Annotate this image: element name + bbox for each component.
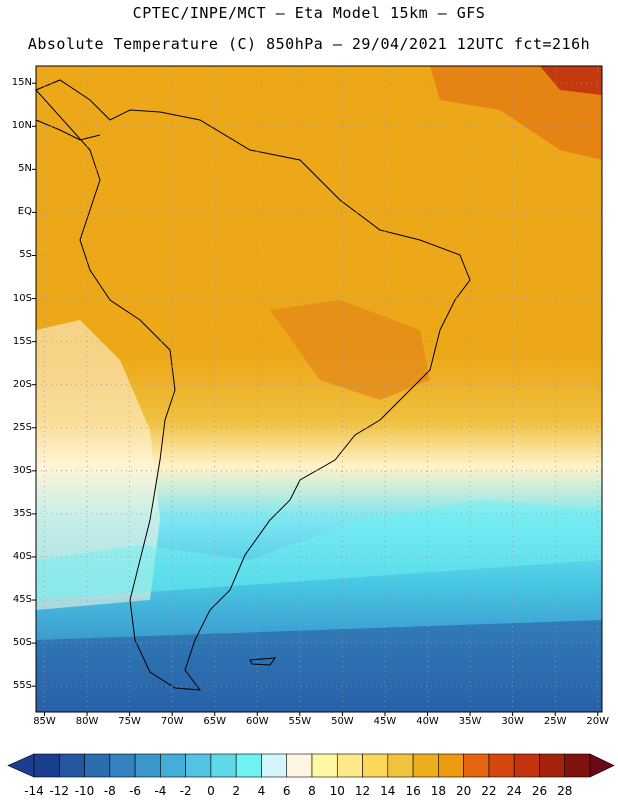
plot-area (35, 66, 602, 712)
lat-label: 25S (12, 421, 32, 433)
colorbar-label: -14 (24, 784, 44, 798)
title-line-1: CPTEC/INPE/MCT – Eta Model 15km – GFS (132, 4, 486, 22)
lat-label: EQ (17, 206, 32, 218)
colorbar-label: 6 (282, 784, 291, 798)
cool-pacific (36, 320, 160, 610)
colorbar-max-arrow (589, 753, 615, 778)
colorbar-label: 8 (308, 784, 316, 798)
title-line-2: Absolute Temperature (C) 850hPa – 29/04/… (27, 35, 591, 53)
lat-label: 15N (11, 77, 32, 89)
colorbar-swatch (488, 753, 515, 778)
map-frame (35, 65, 603, 713)
lon-label: 50W (331, 716, 354, 727)
colorbar-swatch (564, 753, 591, 778)
colorbar-swatch (539, 753, 566, 778)
lon-label: 35W (458, 716, 482, 727)
colorbar-swatch (311, 753, 338, 778)
colorbar-label: 10 (329, 784, 345, 798)
colorbar-label: 14 (380, 784, 396, 798)
lat-label: 5N (18, 163, 32, 175)
colorbar-label: 16 (405, 784, 421, 798)
lon-label: 45W (373, 716, 397, 727)
central-america-coast (35, 119, 101, 141)
colorbar-swatch (438, 753, 464, 778)
lon-label: 55W (288, 716, 312, 727)
colorbar-swatch (58, 753, 85, 778)
colorbar-label: -10 (74, 784, 95, 798)
colorbar-label: 24 (506, 784, 522, 798)
colorbar-label: 4 (257, 784, 266, 798)
colorbar-label: -12 (49, 784, 70, 798)
colorbar-label: -8 (103, 784, 116, 798)
lat-label: 50S (12, 637, 32, 649)
colorbar-label: -6 (129, 784, 142, 798)
lat-label: 45S (12, 594, 32, 606)
lon-label: 85W (33, 716, 56, 727)
warm-core-brazil (270, 300, 430, 400)
lat-label: 40S (12, 550, 32, 562)
falklands-coast (249, 657, 277, 666)
colorbar (7, 753, 615, 778)
warm-core-north-max (540, 66, 602, 95)
lon-label: 40W (416, 716, 439, 727)
lon-label: 65W (203, 716, 227, 727)
lon-label: 70W (160, 716, 184, 727)
colorbar-swatch (261, 753, 288, 778)
lat-label: 15S (12, 335, 32, 347)
lat-label: 35S (12, 507, 32, 519)
cold-band (36, 500, 602, 600)
lon-label: 60W (245, 716, 269, 727)
colorbar-label: -4 (154, 784, 167, 798)
colorbar-label: 18 (430, 784, 446, 798)
colorbar-swatch (336, 753, 363, 778)
colorbar-swatch (362, 753, 389, 778)
lon-label: 75W (118, 716, 141, 727)
colorbar-label: 20 (455, 784, 472, 798)
colorbar-swatch (412, 753, 439, 778)
warm-core-north (430, 66, 602, 160)
colorbar-swatch (210, 753, 237, 778)
colorbar-label: 22 (481, 784, 497, 798)
colorbar-swatch (185, 753, 212, 778)
colorbar-swatch (160, 753, 186, 778)
colorbar-swatch (286, 753, 313, 778)
lat-label: 30S (12, 464, 32, 476)
coldest-band (36, 620, 602, 712)
south-america-coast (35, 79, 471, 691)
colorbar-label: 12 (354, 784, 371, 798)
colorbar-label: -2 (179, 784, 192, 798)
lat-label: 10S (12, 292, 32, 304)
colorbar-label: 2 (232, 784, 240, 798)
colorbar-swatch (387, 753, 414, 778)
colorbar-label: 28 (557, 784, 573, 798)
axis-ticks (32, 82, 599, 716)
colorbar-min-arrow (7, 753, 35, 778)
lon-label: 20W (586, 716, 610, 727)
lat-label: 20S (12, 378, 32, 390)
colorbar-swatch (109, 753, 136, 778)
lon-label: 80W (75, 716, 99, 727)
colorbar-swatch (235, 753, 262, 778)
colorbar-swatch (134, 753, 161, 778)
lat-label: 10N (11, 120, 32, 132)
colorbar-swatch (33, 753, 60, 778)
lon-label: 25W (543, 716, 567, 727)
colorbar-swatch (463, 753, 490, 778)
lat-label: 5S (19, 249, 32, 261)
colorbar-label: 26 (531, 784, 548, 798)
colorbar-swatch (513, 753, 540, 778)
lat-label: 55S (12, 680, 32, 692)
colorbar-label: 0 (207, 784, 215, 798)
coastlines (35, 79, 471, 691)
lon-label: 30W (501, 716, 524, 727)
colorbar-swatch (84, 753, 111, 778)
